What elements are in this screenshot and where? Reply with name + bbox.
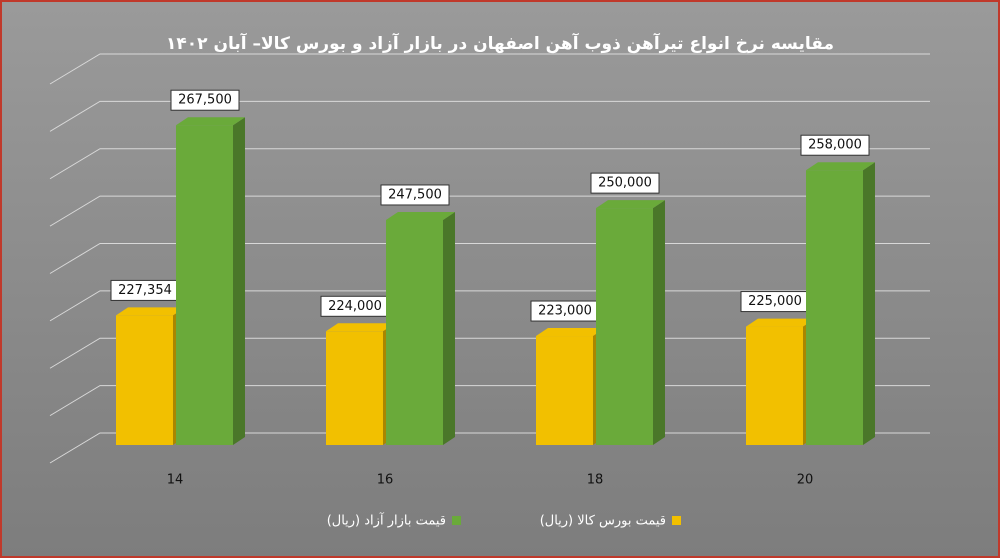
bar-top (116, 307, 185, 316)
bar-front (806, 170, 863, 445)
bar (176, 117, 245, 445)
x-tick-label: 14 (167, 473, 184, 488)
bar-front (746, 326, 803, 445)
bar (746, 318, 815, 445)
bar-top (596, 200, 665, 209)
x-tick-label: 16 (377, 473, 394, 488)
bar-top (176, 117, 245, 126)
value-label: 267,500 (178, 93, 232, 108)
value-label-box (800, 134, 870, 156)
chart-title: مقایسه نرخ انواع تیرآهن ذوب آهن اصفهان د… (166, 32, 834, 54)
bar-front (536, 336, 593, 445)
legend-swatch (452, 516, 461, 525)
value-label-box (170, 89, 240, 111)
value-label-box (590, 172, 660, 194)
grid-line (49, 100, 930, 132)
value-label: 247,500 (388, 187, 442, 202)
bar-top (326, 323, 395, 332)
bar-front (386, 219, 443, 445)
bar-front (596, 208, 653, 445)
x-tick-label: 20 (797, 473, 814, 488)
bar-front (176, 125, 233, 445)
value-label: 227,354 (118, 283, 172, 298)
bar (386, 211, 455, 445)
bar-top (806, 162, 875, 171)
bar-front (116, 315, 173, 445)
bar-side (443, 211, 455, 445)
value-label: 250,000 (598, 176, 652, 191)
bar (326, 323, 395, 445)
x-tick-label: 18 (587, 473, 604, 488)
bar (596, 200, 665, 445)
legend-label: قیمت بورس کالا (ریال) (540, 514, 666, 529)
bar-side (233, 117, 245, 445)
bar-side (653, 200, 665, 445)
grid-line (49, 53, 930, 85)
value-label-box (380, 184, 450, 206)
value-label: 224,000 (328, 299, 382, 314)
bar-top (386, 211, 455, 220)
bar-side (863, 162, 875, 445)
value-label: 258,000 (808, 138, 862, 153)
bar (806, 162, 875, 445)
grid-line (49, 195, 930, 227)
bar-front (326, 331, 383, 445)
grid-line (49, 148, 930, 180)
legend-swatch (672, 516, 681, 525)
bar-top (536, 328, 605, 337)
value-label: 223,000 (538, 304, 592, 319)
bar (536, 328, 605, 445)
legend-label: قیمت بازار آزاد (ریال) (327, 512, 446, 529)
bar (116, 307, 185, 445)
bar-top (746, 318, 815, 327)
value-label: 225,000 (748, 294, 802, 309)
